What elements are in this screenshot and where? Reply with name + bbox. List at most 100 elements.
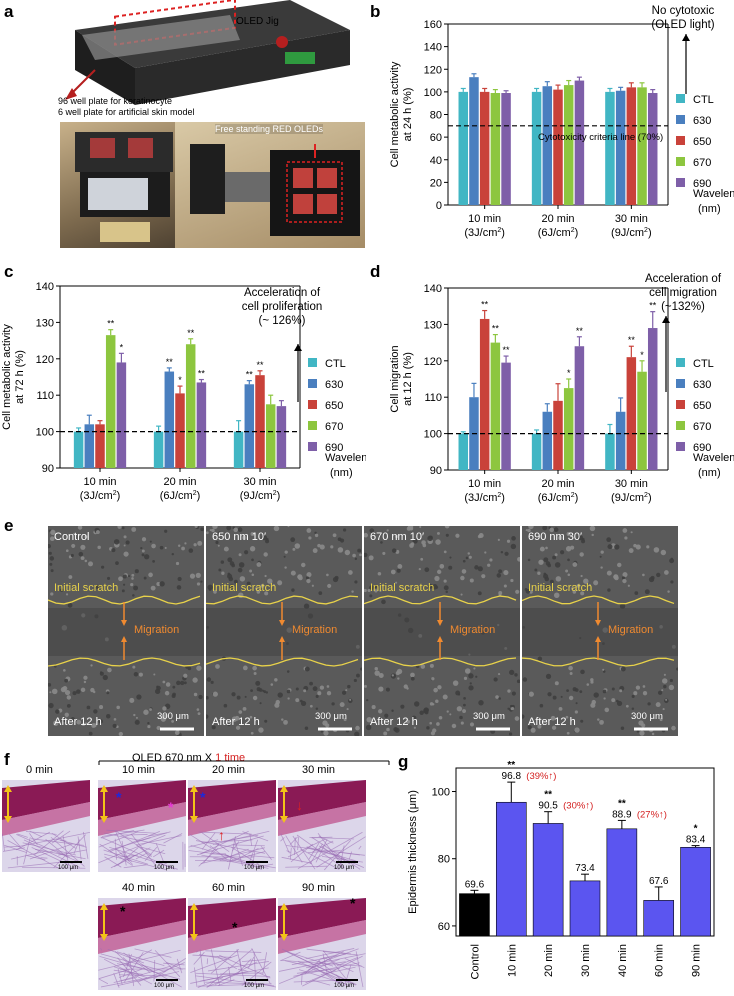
cell <box>570 545 575 550</box>
cell <box>212 691 218 697</box>
stratum-corneum <box>278 780 366 820</box>
data-label: 90.5 <box>538 801 558 812</box>
bar <box>542 86 553 205</box>
cell <box>409 526 414 531</box>
dermis-fiber <box>195 840 266 854</box>
cell <box>143 576 147 580</box>
bar <box>459 893 490 937</box>
cell <box>49 691 52 694</box>
cell <box>600 566 603 569</box>
cell <box>662 708 665 711</box>
dermis-fiber <box>322 956 354 973</box>
cell <box>444 526 450 529</box>
cell <box>189 573 196 579</box>
cell <box>378 716 384 722</box>
cell <box>136 694 142 700</box>
cell <box>141 549 145 553</box>
cell <box>650 575 655 580</box>
after-label: After 12 h <box>370 716 418 728</box>
cell <box>84 535 88 539</box>
cell <box>424 710 429 715</box>
epidermis <box>278 920 366 954</box>
cell <box>385 687 390 692</box>
percent-increase: (39%↑) <box>526 771 556 782</box>
dermis-fiber <box>207 961 269 972</box>
dermis-fiber <box>4 845 19 848</box>
cell <box>552 555 557 560</box>
cell <box>327 583 332 588</box>
migration-label: Migration <box>292 624 338 636</box>
dose-close: ) <box>197 490 201 502</box>
cell <box>326 691 332 696</box>
cell <box>371 705 376 710</box>
cell <box>661 689 664 692</box>
y-tick-label: 80 <box>438 854 450 866</box>
cell <box>116 705 120 710</box>
dermis-fiber <box>213 857 269 869</box>
cell <box>359 553 362 557</box>
scale-label: 300 μm <box>473 711 505 722</box>
cell <box>106 691 110 695</box>
legend-label: 630 <box>693 115 711 127</box>
cell <box>555 576 562 582</box>
dermis-fiber <box>100 953 166 972</box>
cell <box>395 534 399 539</box>
dermis-fiber <box>218 954 271 979</box>
cell <box>602 668 605 671</box>
legend-swatch <box>676 136 685 145</box>
legend-swatch <box>676 421 685 430</box>
y-axis-label: Cell metabolic activityat 24 h (%) <box>389 61 414 167</box>
histology-svg: * ↑ 100 μm <box>188 780 276 871</box>
percent-increase: (27%↑) <box>637 809 667 820</box>
cell <box>566 689 569 693</box>
cell <box>624 536 628 540</box>
cell <box>118 576 123 582</box>
annotation-note: Acceleration of <box>645 273 722 285</box>
cell <box>64 689 71 696</box>
legend-label: CTL <box>693 358 714 370</box>
cell <box>396 568 401 573</box>
cell <box>286 670 290 673</box>
stratum-corneum <box>98 898 186 938</box>
dermis-fiber <box>109 846 178 870</box>
cell <box>460 575 465 581</box>
cell <box>436 722 440 726</box>
dermis-fiber <box>141 964 182 988</box>
y-tick-label: 0 <box>436 200 442 212</box>
cell <box>256 590 261 594</box>
dermis-fiber <box>231 844 265 847</box>
thickness-arrowhead-bottom <box>280 816 288 823</box>
cell <box>339 538 345 543</box>
cell <box>603 697 606 700</box>
dermis-fiber <box>286 845 360 856</box>
cell <box>616 700 623 707</box>
cell <box>223 703 228 708</box>
y-tick-label: 80 <box>430 110 442 122</box>
thickness-arrowhead-bottom <box>190 934 198 941</box>
dose-sup: 2 <box>644 492 648 499</box>
cell <box>414 701 420 707</box>
data-label: 69.6 <box>465 879 485 890</box>
dermis-fiber <box>228 836 236 870</box>
panel-label-c: c <box>4 262 14 281</box>
dermis-fiber <box>98 978 109 985</box>
panel-e: Control Initial scratch Migration After 12 … <box>48 526 734 736</box>
cell <box>566 532 571 537</box>
cell <box>356 673 360 678</box>
stratum-corneum <box>188 898 276 938</box>
cell <box>642 691 648 696</box>
cell <box>504 551 509 556</box>
cell <box>446 710 449 713</box>
cell <box>382 551 386 555</box>
cell <box>156 581 161 587</box>
cell <box>211 725 216 730</box>
cell <box>461 569 467 574</box>
cell <box>143 709 149 715</box>
x-tick-label-dose: (9J/cm2) <box>611 227 652 239</box>
cell <box>164 546 167 549</box>
cell <box>272 583 275 586</box>
significance-star: ** <box>492 324 500 334</box>
migration-label: Migration <box>134 624 180 636</box>
cell <box>669 558 675 564</box>
cell <box>250 532 255 537</box>
